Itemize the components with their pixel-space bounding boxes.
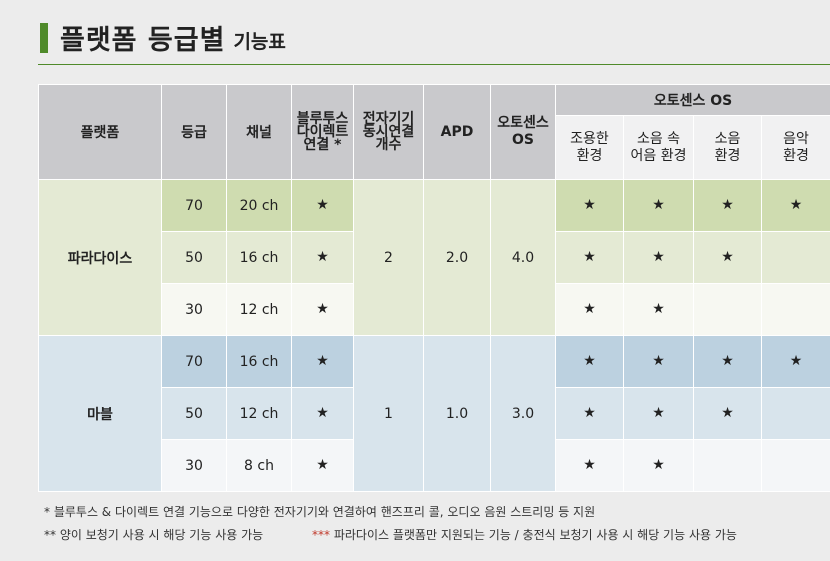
grade-cell: 70 <box>161 179 227 232</box>
header-env-line: 소음 속 <box>636 130 681 147</box>
footnote-3: *** 파라다이스 플랫폼만 지원되는 기능 / 충전식 보청기 사용 시 해당… <box>312 526 737 543</box>
channel-cell: 20 ch <box>226 179 292 232</box>
grade-cell: 30 <box>161 283 227 336</box>
os-value: 3.0 <box>490 335 556 492</box>
env-star: ★ <box>623 387 694 440</box>
env-star: ★ <box>760 179 830 232</box>
header-env-line: 음악 <box>783 130 809 147</box>
header-devices-line: 전자기기 <box>362 110 415 127</box>
apd-value: 2.0 <box>423 179 491 336</box>
table-row: 50 12 ch ★ ★ ★ ★ <box>39 387 830 440</box>
env-star: ★ <box>693 335 762 388</box>
feature-table: 플랫폼 등급 채널 블루투스 다이렉트 연결 * 전자기기 동시연결 개수 AP… <box>38 84 830 492</box>
title-sub: 기능표 <box>233 30 286 53</box>
bluetooth-star: ★ <box>291 387 354 440</box>
bluetooth-star: ★ <box>291 439 354 492</box>
header-env-line: 환경 <box>714 147 741 164</box>
env-star: ★ <box>760 335 830 388</box>
header-platform: 플랫폼 <box>38 84 162 180</box>
header-autosense-group: 오토센스 OS <box>554 84 830 116</box>
header-env-line: 조용한 <box>570 130 609 147</box>
header-env-line: 환경 <box>783 147 809 164</box>
env-star: ★ <box>623 335 694 388</box>
devices-value: 1 <box>353 335 424 492</box>
header-env-quiet: 조용한 환경 <box>555 115 624 180</box>
title-main: 플랫폼 등급별 <box>60 25 226 56</box>
channel-cell: 16 ch <box>226 335 292 388</box>
bluetooth-star: ★ <box>291 283 354 336</box>
header-autosense-line: OS <box>512 132 534 148</box>
env-star <box>693 439 762 492</box>
header-bluetooth: 블루투스 다이렉트 연결 * <box>291 84 354 180</box>
env-star: ★ <box>555 439 624 492</box>
grade-cell: 30 <box>161 439 227 492</box>
header-devices-line: 개수 <box>375 136 402 153</box>
header-autosense-os: 오토센스 OS <box>490 84 556 180</box>
title-divider <box>38 64 830 65</box>
header-env-line: 어음 환경 <box>630 147 687 164</box>
footnote-1: * 블루투스 & 다이렉트 연결 기능으로 다양한 전자기기와 연결하여 핸즈프… <box>44 503 595 520</box>
env-star: ★ <box>623 231 694 284</box>
env-star <box>760 387 830 440</box>
bluetooth-star: ★ <box>291 335 354 388</box>
env-star: ★ <box>693 179 762 232</box>
env-star: ★ <box>693 387 762 440</box>
bluetooth-star: ★ <box>291 231 354 284</box>
header-env-noise: 소음 환경 <box>693 115 762 180</box>
header-env-speech-in-noise: 소음 속 어음 환경 <box>623 115 694 180</box>
env-star: ★ <box>693 231 762 284</box>
header-apd: APD <box>423 84 491 180</box>
env-star: ★ <box>555 387 624 440</box>
header-bluetooth-line: 다이렉트 <box>296 123 349 140</box>
header-bluetooth-line: 연결 * <box>303 136 342 153</box>
header-channel: 채널 <box>226 84 292 180</box>
apd-value: 1.0 <box>423 335 491 492</box>
devices-value: 2 <box>353 179 424 336</box>
header-env-line: 소음 <box>714 130 741 147</box>
title-accent-bar <box>40 22 48 53</box>
channel-cell: 16 ch <box>226 231 292 284</box>
grade-cell: 50 <box>161 231 227 284</box>
header-devices-line: 동시연결 <box>362 123 415 140</box>
env-star: ★ <box>555 179 624 232</box>
platform-name: 파라다이스 <box>38 179 162 336</box>
env-star <box>760 283 830 336</box>
platform-name: 마블 <box>38 335 162 492</box>
footnote-mark: *** <box>312 528 330 542</box>
header-autosense-line: 오토센스 <box>497 115 549 131</box>
footnote-2: ** 양이 보청기 사용 시 해당 기능 사용 가능 <box>44 526 263 543</box>
header-bluetooth-line: 블루투스 <box>296 110 349 127</box>
table-row: 30 12 ch ★ ★ ★ <box>39 283 830 336</box>
bluetooth-star: ★ <box>291 179 354 232</box>
channel-cell: 8 ch <box>226 439 292 492</box>
env-star: ★ <box>623 179 694 232</box>
footnote-text: 양이 보청기 사용 시 해당 기능 사용 가능 <box>59 528 264 542</box>
header-env-music: 음악 환경 <box>760 115 830 180</box>
footnote-text: 블루투스 & 다이렉트 연결 기능으로 다양한 전자기기와 연결하여 핸즈프리 … <box>53 505 596 519</box>
env-star: ★ <box>555 335 624 388</box>
page-title: 플랫폼 등급별 기능표 <box>40 18 286 57</box>
env-star: ★ <box>555 283 624 336</box>
grade-cell: 70 <box>161 335 227 388</box>
channel-cell: 12 ch <box>226 283 292 336</box>
os-value: 4.0 <box>490 179 556 336</box>
env-star: ★ <box>623 283 694 336</box>
env-star <box>693 283 762 336</box>
env-star <box>760 439 830 492</box>
footnote-mark: * <box>44 505 50 519</box>
env-star: ★ <box>555 231 624 284</box>
header-devices: 전자기기 동시연결 개수 <box>353 84 424 180</box>
header-env-line: 환경 <box>576 147 603 164</box>
table-row: 50 16 ch ★ ★ ★ ★ <box>39 231 830 284</box>
env-star <box>760 231 830 284</box>
env-star: ★ <box>623 439 694 492</box>
grade-cell: 50 <box>161 387 227 440</box>
header-grade: 등급 <box>161 84 227 180</box>
table-row: 30 8 ch ★ ★ ★ <box>39 439 830 492</box>
footnote-text: 파라다이스 플랫폼만 지원되는 기능 / 충전식 보청기 사용 시 해당 기능 … <box>333 528 737 542</box>
channel-cell: 12 ch <box>226 387 292 440</box>
table-row: 마블 70 16 ch ★ 1 1.0 3.0 ★ ★ ★ ★ <box>38 335 830 492</box>
table-row: 파라다이스 70 20 ch ★ 2 2.0 4.0 ★ ★ ★ ★ <box>38 179 830 336</box>
footnote-mark: ** <box>44 528 56 542</box>
